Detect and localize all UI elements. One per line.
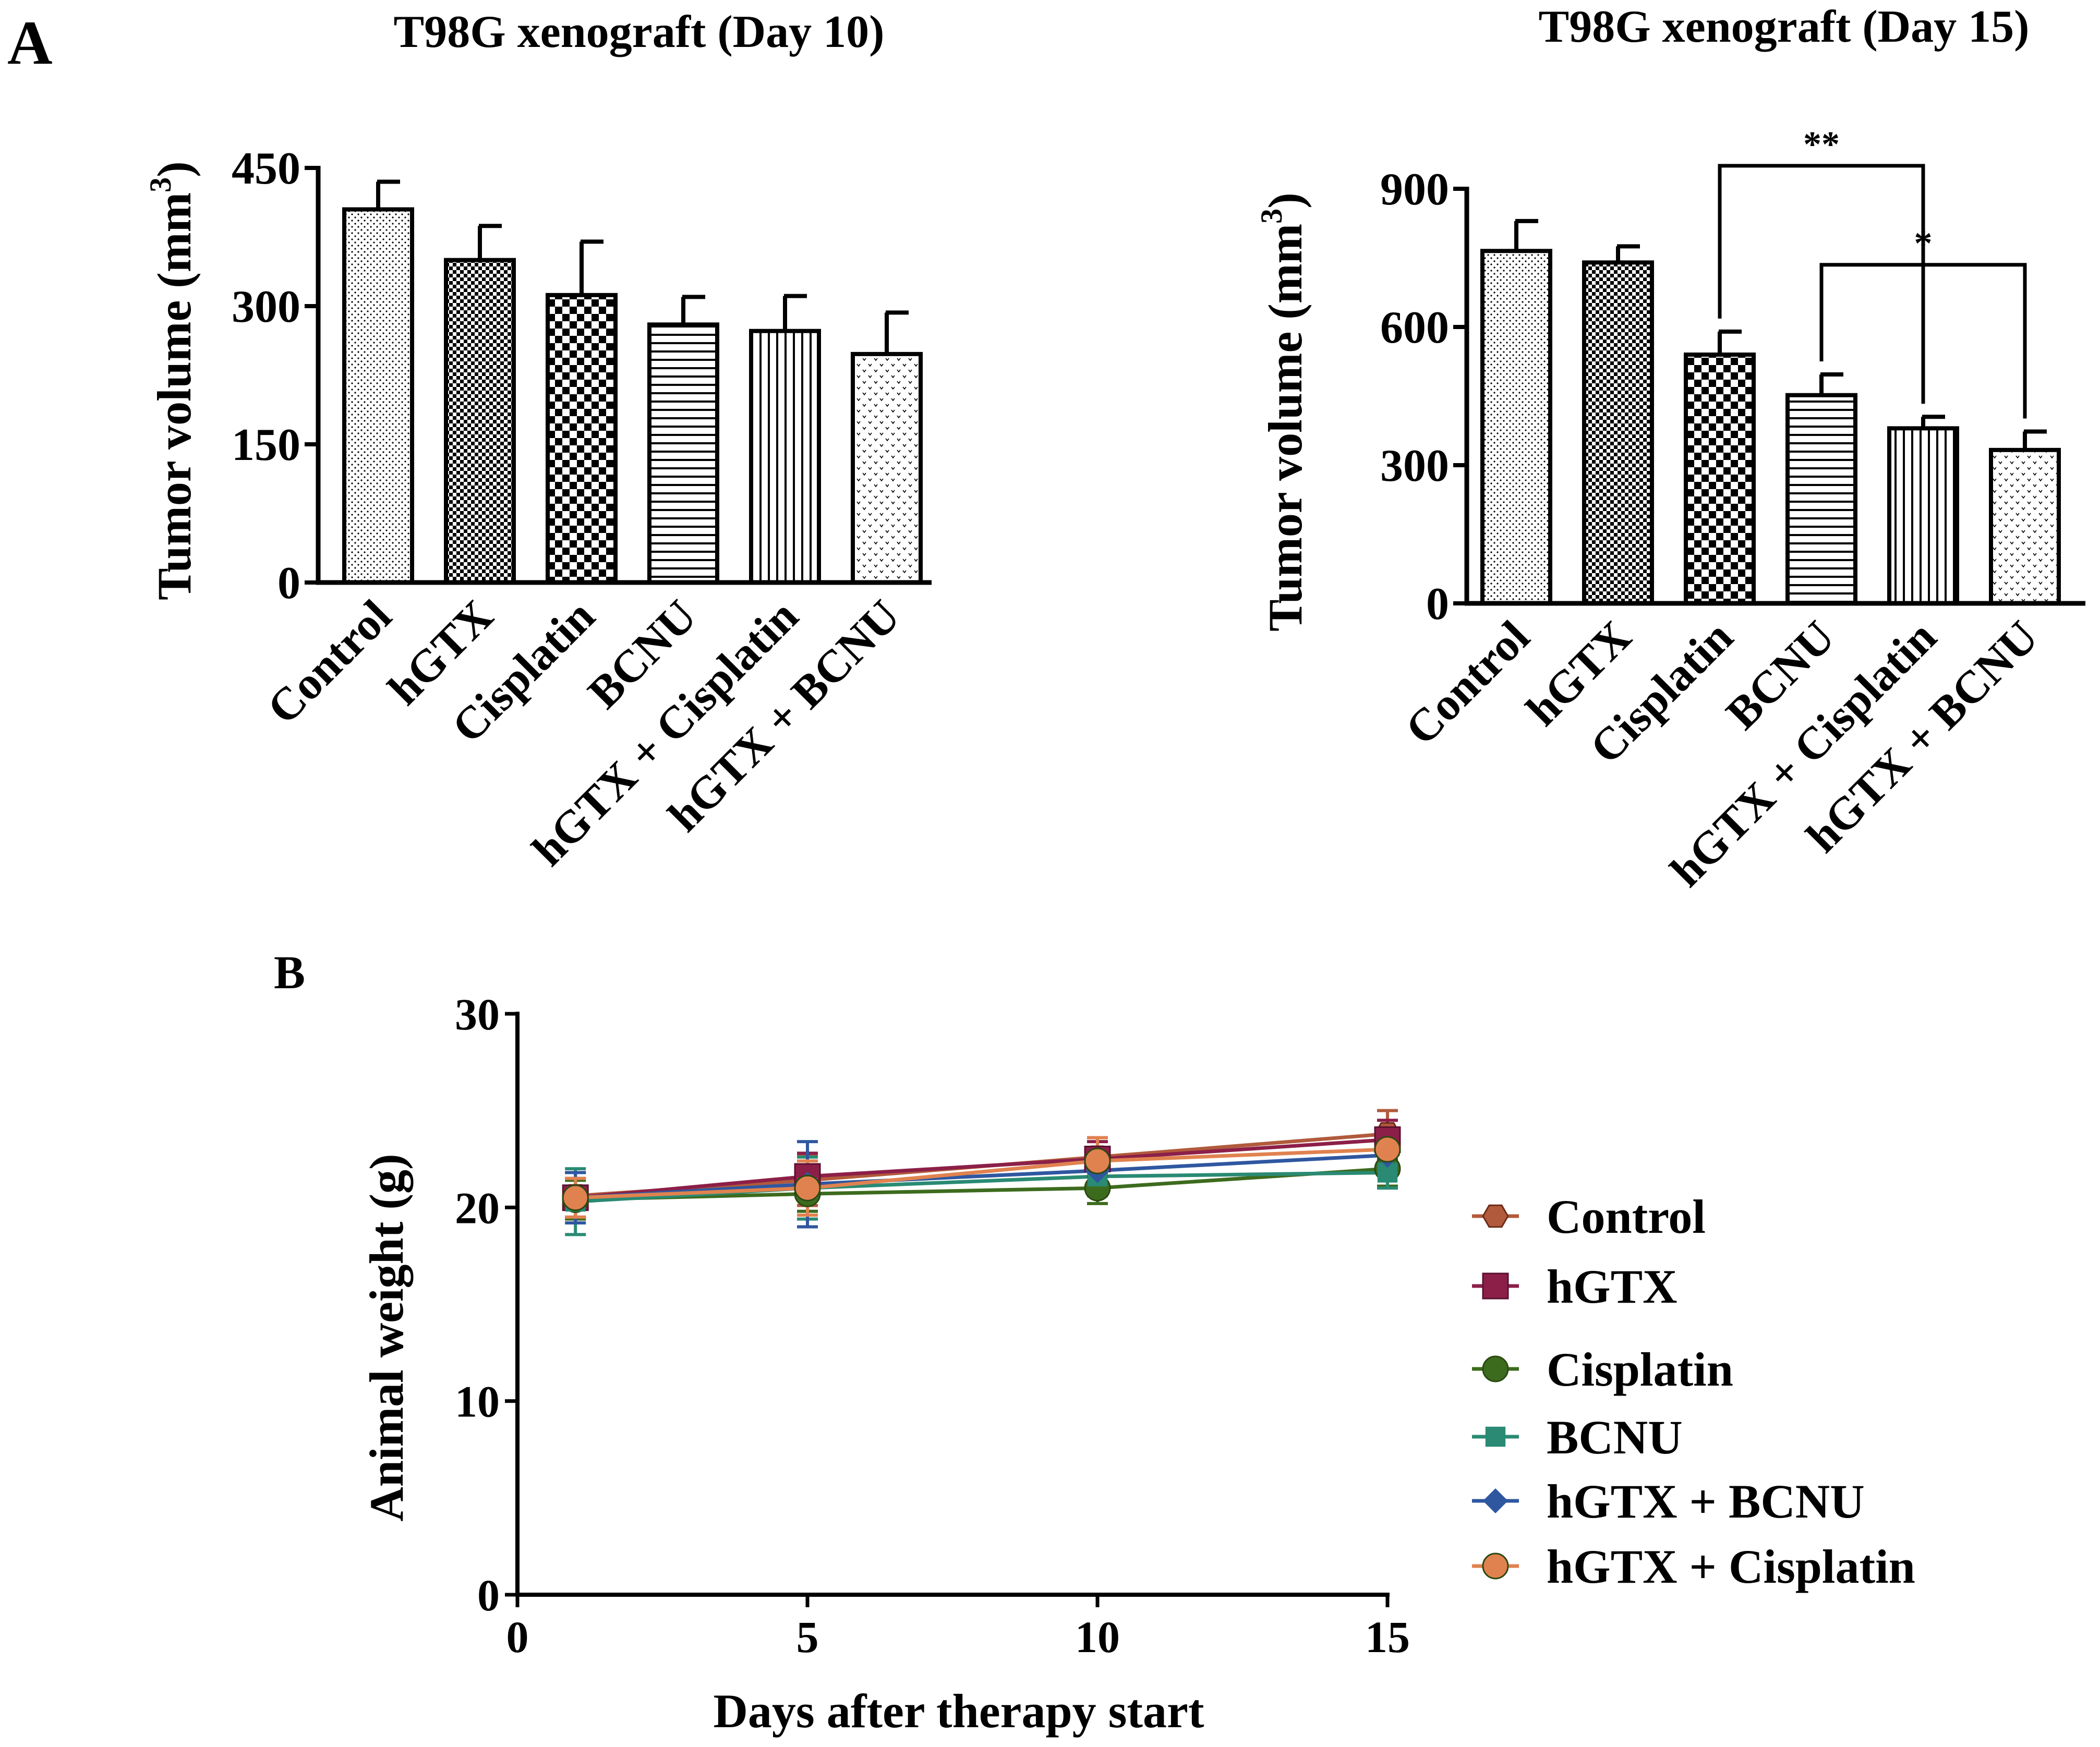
x-tick-label: 10 [1075, 1612, 1120, 1662]
legend-label: hGTX + Cisplatin [1547, 1540, 1915, 1593]
significance-label: ** [1803, 125, 1840, 165]
x-tick-label: 15 [1365, 1612, 1410, 1662]
data-marker [1374, 1136, 1401, 1163]
significance-label: * [1914, 224, 1933, 264]
bar [1989, 447, 2061, 605]
chart-title: T98G xenograft (Day 15) [1539, 2, 2030, 52]
x-tick-label: 0 [506, 1612, 529, 1662]
bar [546, 293, 618, 585]
panel-label-b: B [274, 947, 305, 999]
y-axis-label: Tumor volume (mm3) [1254, 192, 1312, 632]
data-marker [1483, 1488, 1508, 1513]
y-axis-label: Animal weight (g) [360, 1154, 413, 1521]
x-tick-label: 5 [796, 1612, 819, 1662]
bar [1480, 249, 1552, 605]
bar [749, 329, 821, 585]
legend-label: hGTX [1547, 1260, 1677, 1313]
y-tick-label: 0 [1426, 579, 1449, 629]
data-marker [1482, 1272, 1509, 1300]
panel-label-a: A [7, 8, 53, 77]
legend-label: BCNU [1547, 1411, 1683, 1464]
x-tick-label: Control [258, 591, 401, 734]
series-line [575, 1153, 1388, 1200]
y-tick-label: 900 [1380, 164, 1449, 215]
bar [444, 258, 516, 585]
y-tick-label: 300 [232, 282, 300, 332]
y-tick-label: 0 [277, 558, 300, 609]
y-tick-label: 0 [477, 1570, 500, 1620]
data-marker [562, 1184, 589, 1211]
series-line [575, 1171, 1388, 1204]
chart-title: T98G xenograft (Day 10) [394, 7, 885, 57]
bar [647, 322, 719, 585]
x-axis-label: Days after therapy start [713, 1684, 1204, 1738]
y-tick-label: 600 [1380, 302, 1449, 353]
bar [1582, 260, 1654, 606]
y-tick-label: 300 [1380, 441, 1449, 491]
y-tick-label: 20 [455, 1183, 500, 1233]
y-tick-label: 30 [455, 989, 500, 1039]
series-line [575, 1167, 1388, 1202]
legend-label: hGTX + BCNU [1547, 1475, 1865, 1528]
y-axis-label: Tumor volume (mm3) [143, 161, 201, 600]
data-marker [1482, 1204, 1509, 1228]
data-marker [794, 1174, 821, 1202]
data-marker [1485, 1426, 1506, 1447]
series-line [575, 1147, 1388, 1200]
line-chart-weight: Days after therapy start Animal weight (… [360, 989, 1915, 1738]
series-line [575, 1137, 1388, 1200]
data-marker [1482, 1355, 1509, 1382]
data-marker [1482, 1552, 1509, 1580]
significance-bracket [1819, 263, 2027, 419]
y-tick-label: 450 [232, 143, 300, 194]
data-marker [1084, 1147, 1111, 1174]
bar [851, 351, 923, 585]
legend-label: Cisplatin [1547, 1343, 1733, 1396]
bar [1684, 353, 1756, 605]
bar-chart-day15: T98G xenograft (Day 15) Tumor volume (mm… [1254, 2, 2085, 896]
x-tick-label: Control [1396, 612, 1539, 755]
bar-chart-day10: T98G xenograft (Day 10) Tumor volume (mm… [143, 7, 932, 876]
y-tick-label: 150 [232, 420, 300, 470]
legend-label: Control [1547, 1190, 1706, 1243]
bar [342, 207, 414, 585]
bar [1887, 426, 1959, 605]
bar [1785, 393, 1857, 605]
y-tick-label: 10 [455, 1377, 500, 1427]
significance-bracket [1718, 164, 1925, 404]
